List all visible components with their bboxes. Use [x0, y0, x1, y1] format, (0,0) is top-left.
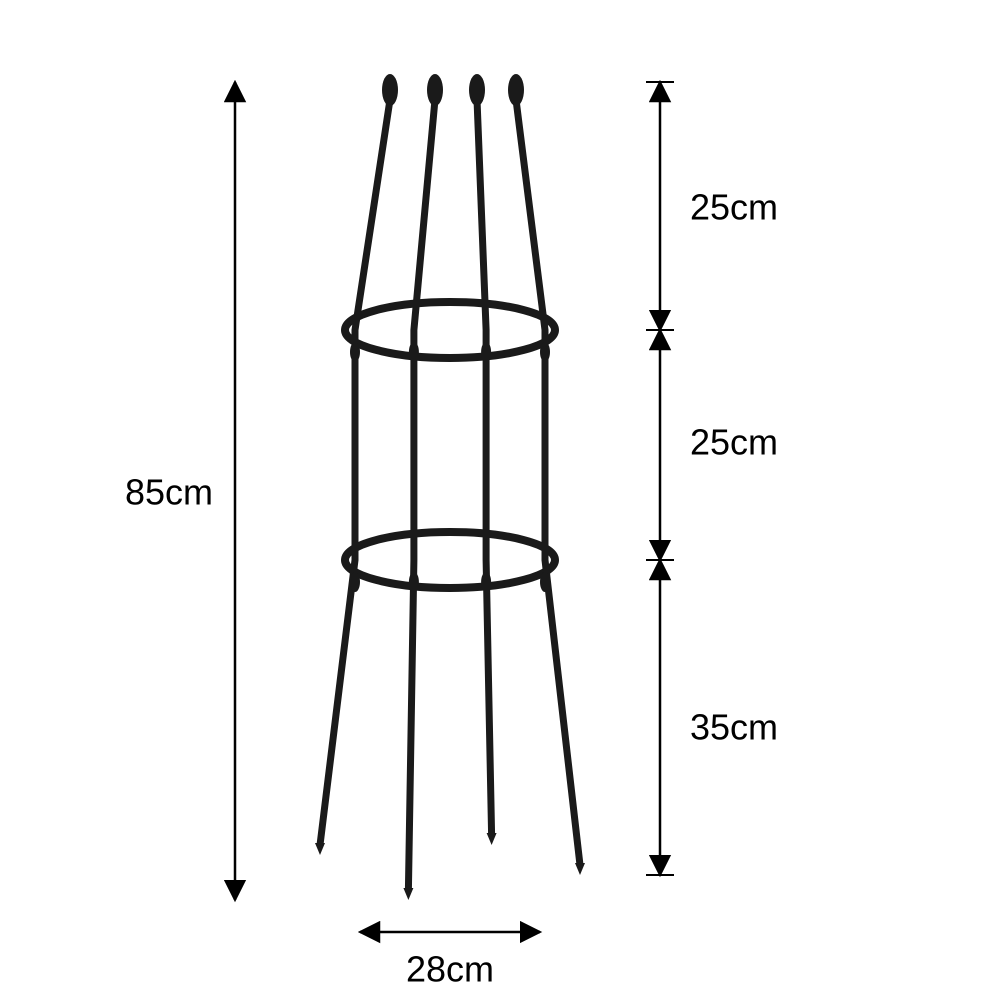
dimension-diagram: 85cm 25cm 25cm 35cm 28cm: [0, 0, 1000, 1000]
support-rod: [516, 100, 580, 865]
rod-spike: [403, 888, 413, 900]
rod-joint: [540, 342, 550, 362]
support-ring-lower: [345, 532, 555, 588]
rod-joint: [540, 572, 550, 592]
support-ring-upper: [345, 302, 555, 358]
label-seg-top: 25cm: [690, 187, 778, 228]
rod-spike: [487, 833, 497, 845]
support-rod: [320, 100, 390, 845]
label-width: 28cm: [406, 949, 494, 990]
rod-joint: [350, 572, 360, 592]
label-total-height: 85cm: [125, 472, 213, 513]
rod-spike: [315, 843, 325, 855]
rod-joint: [350, 342, 360, 362]
rod-spike: [575, 863, 585, 875]
support-rod: [477, 100, 492, 835]
label-seg-bot: 35cm: [690, 707, 778, 748]
label-seg-mid: 25cm: [690, 422, 778, 463]
support-rod: [408, 100, 435, 890]
